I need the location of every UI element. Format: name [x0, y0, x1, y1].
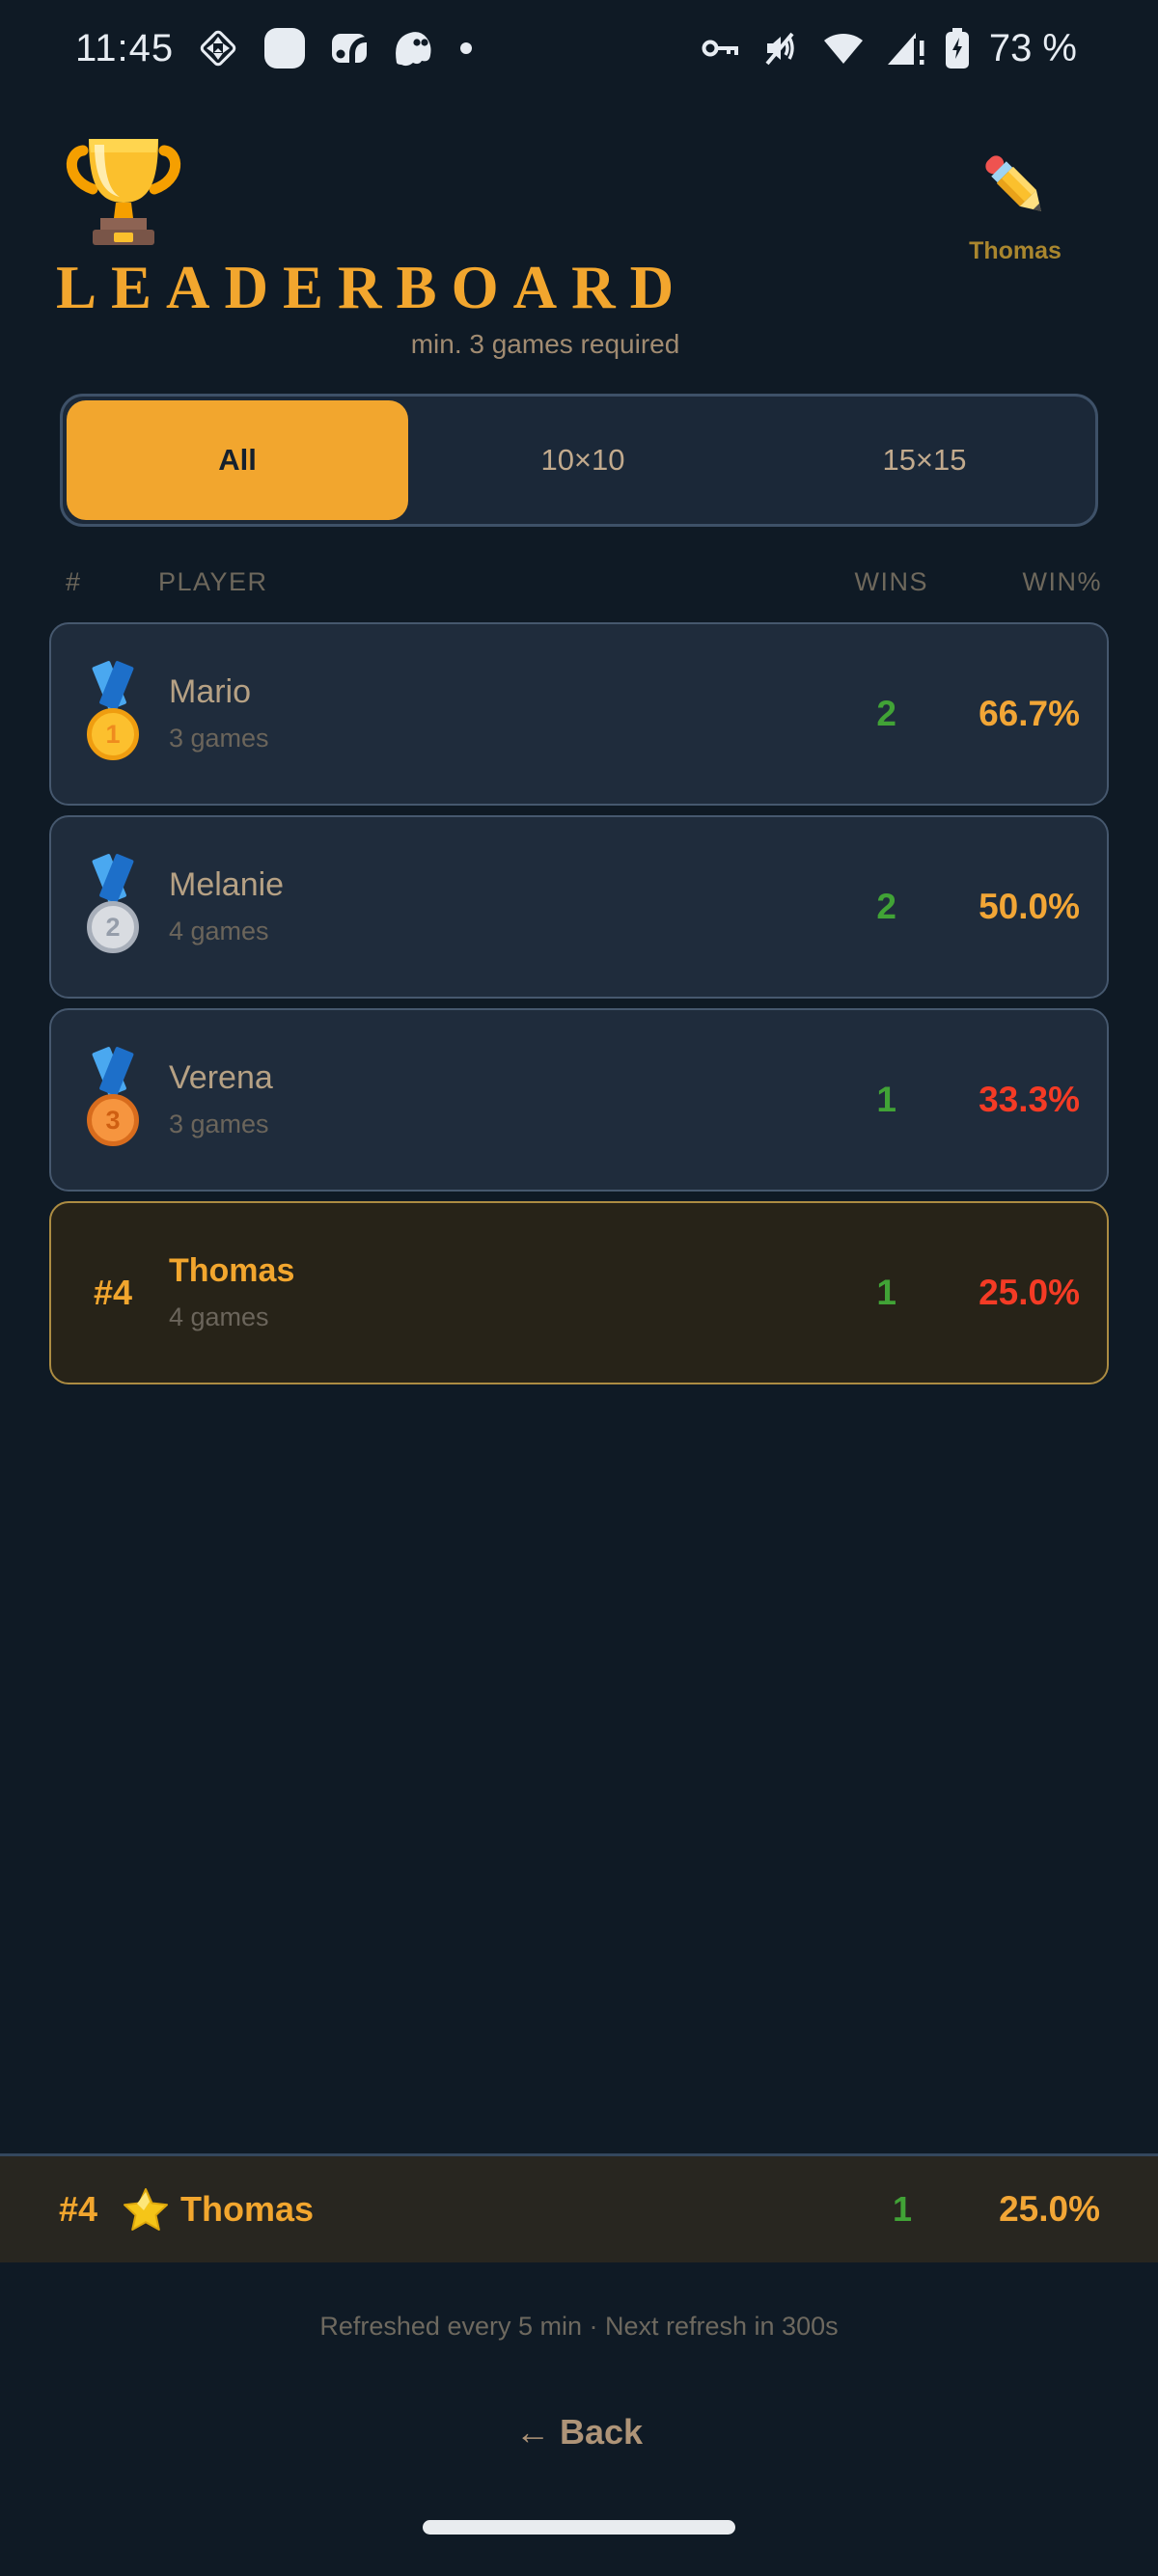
divider [0, 2153, 1158, 2156]
current-user-summary-bar: #4 Thomas 1 25.0% [0, 2156, 1158, 2262]
app-squircle-icon [264, 28, 306, 69]
battery-percent: 73 % [988, 26, 1077, 69]
board-filter-tabs: All 10×10 15×15 [60, 394, 1098, 527]
wins-value: 2 [876, 694, 896, 733]
table-row-current-user: #4 Thomas 4 games 1 25.0% [49, 1201, 1109, 1384]
winpct-value: 33.3% [979, 1080, 1080, 1119]
page-title: LEADERBOARD [56, 254, 689, 321]
min-games-note: min. 3 games required [410, 329, 680, 359]
player-name: Thomas [169, 1252, 295, 1289]
player-name: Melanie [169, 866, 285, 903]
wins-value: 1 [892, 2189, 912, 2229]
dot-icon [460, 42, 473, 54]
column-rank: # [66, 567, 82, 596]
diamond-notification-icon [200, 30, 236, 67]
table-row: 2 Melanie 4 games 2 50.0% [49, 815, 1109, 999]
cell-signal-alert-icon [887, 33, 924, 65]
rank-label: #4 [59, 2189, 98, 2229]
battery-charging-icon [945, 28, 969, 69]
home-indicator-handle[interactable] [423, 2520, 735, 2535]
tab-10x10[interactable]: 10×10 [540, 443, 625, 477]
table-row: 3 Verena 3 games 1 33.3% [49, 1008, 1109, 1192]
status-bar: 11:45 [0, 0, 1158, 96]
column-player: PLAYER [158, 567, 268, 596]
gold-medal-icon: 1 [85, 660, 141, 760]
card-icon [332, 34, 368, 63]
trophy-icon [66, 139, 181, 245]
tab-all[interactable]: All [67, 400, 408, 520]
player-name: Thomas [180, 2189, 315, 2229]
silver-medal-icon: 2 [85, 853, 141, 953]
games-count: 3 games [169, 724, 269, 753]
table-row: 1 Mario 3 games 2 66.7% [49, 622, 1109, 806]
pencil-icon [985, 155, 1041, 211]
tab-15x15[interactable]: 15×15 [882, 443, 967, 477]
games-count: 3 games [169, 1110, 269, 1138]
column-winpct: WIN% [1022, 567, 1102, 596]
table-column-header: # PLAYER WINS WIN% [49, 567, 1109, 597]
key-icon [702, 40, 738, 57]
column-wins: WINS [854, 567, 928, 596]
clock: 11:45 [75, 26, 175, 69]
wins-value: 1 [876, 1273, 896, 1312]
winpct-value: 50.0% [979, 887, 1080, 926]
rank-label: #4 [93, 1273, 133, 1312]
winpct-value: 25.0% [979, 1273, 1080, 1312]
player-name: Mario [169, 673, 252, 710]
ghost-icon [396, 32, 431, 67]
profile-name: Thomas [969, 237, 1062, 264]
profile-edit-button[interactable]: Thomas [909, 141, 1121, 265]
winpct-value: 66.7% [979, 694, 1080, 733]
games-count: 4 games [169, 1302, 269, 1331]
star-icon [124, 2188, 169, 2231]
wifi-icon [823, 33, 863, 64]
back-button[interactable]: ← Back [514, 2412, 644, 2452]
bronze-medal-icon: 3 [85, 1046, 141, 1146]
wins-value: 2 [876, 887, 896, 926]
leaderboard-list: 1 Mario 3 games 2 66.7% 2 Melanie 4 game… [49, 622, 1109, 1394]
games-count: 4 games [169, 917, 269, 945]
refresh-status-text: Refreshed every 5 min · Next refresh in … [319, 2312, 839, 2341]
player-name: Verena [169, 1059, 273, 1096]
winpct-value: 25.0% [999, 2189, 1100, 2229]
mute-icon [765, 32, 794, 66]
wins-value: 1 [876, 1080, 896, 1119]
